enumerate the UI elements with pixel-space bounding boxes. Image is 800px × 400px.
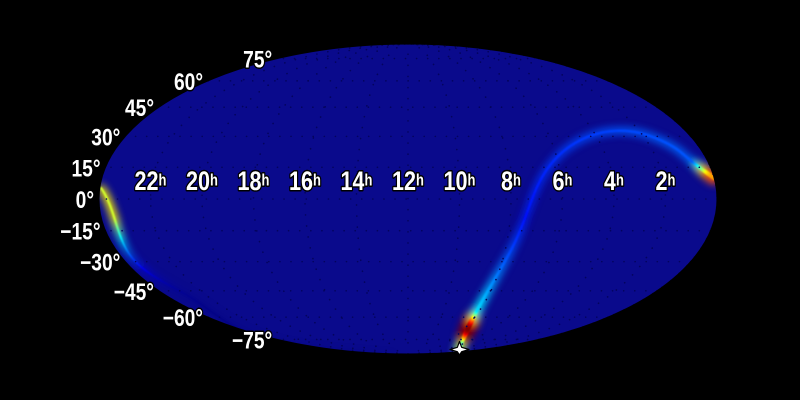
svg-text:45°: 45° [125,94,154,122]
svg-text:60°: 60° [174,68,203,96]
svg-text:−75°: −75° [232,326,272,354]
svg-text:−30°: −30° [80,249,120,277]
svg-text:−60°: −60° [163,304,203,332]
svg-text:−45°: −45° [114,278,154,306]
svg-text:30°: 30° [91,123,120,151]
svg-text:15°: 15° [71,154,100,182]
svg-text:75°: 75° [243,46,272,74]
svg-text:−15°: −15° [60,218,100,246]
svg-text:0°: 0° [76,186,94,214]
